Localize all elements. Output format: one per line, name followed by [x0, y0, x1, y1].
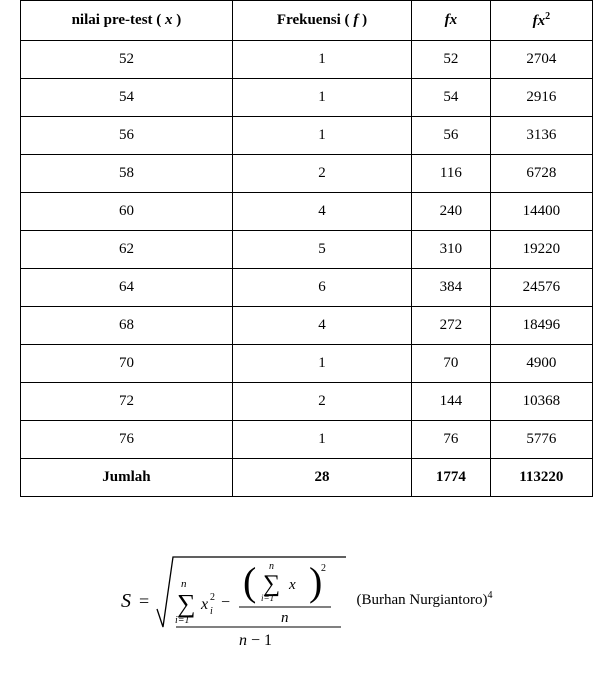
- table-cell: 56: [21, 117, 233, 155]
- x2: x: [288, 577, 296, 593]
- footer-val-1: 1774: [412, 459, 491, 497]
- table-cell: 5: [232, 231, 411, 269]
- table-row: 541542916: [21, 79, 593, 117]
- col-header-var: x: [165, 12, 173, 28]
- table-cell: 52: [412, 41, 491, 79]
- table-cell: 5776: [490, 421, 592, 459]
- col-header-text2: ): [173, 12, 182, 28]
- table-row: 64638424576: [21, 269, 593, 307]
- table-cell: 70: [412, 345, 491, 383]
- table-cell: 144: [412, 383, 491, 421]
- col-header-sup: 2: [545, 11, 550, 22]
- table-row: 62531019220: [21, 231, 593, 269]
- table-cell: 60: [21, 193, 233, 231]
- table-cell: 240: [412, 193, 491, 231]
- formula-minus1: − 1: [251, 632, 272, 649]
- col-header-text: Frekuensi (: [277, 12, 353, 28]
- table-row: 60424014400: [21, 193, 593, 231]
- formula-svg-holder: S = n − 1 n ∑ i=1 x i 2: [121, 537, 351, 662]
- table-cell: 272: [412, 307, 491, 345]
- table-row: 521522704: [21, 41, 593, 79]
- table-cell: 2: [232, 383, 411, 421]
- table-cell: 64: [21, 269, 233, 307]
- table-row: 5821166728: [21, 155, 593, 193]
- table-cell: 62: [21, 231, 233, 269]
- table-cell: 24576: [490, 269, 592, 307]
- data-table: nilai pre-test ( x ) Frekuensi ( f ) fx …: [20, 0, 593, 497]
- table-cell: 1: [232, 117, 411, 155]
- formula-line: S = n − 1 n ∑ i=1 x i 2: [121, 537, 493, 662]
- table-cell: 56: [412, 117, 491, 155]
- table-cell: 1: [232, 79, 411, 117]
- lparen-icon: (: [243, 559, 256, 604]
- table-footer-row: Jumlah 28 1774 113220: [21, 459, 593, 497]
- col-header-text2: ): [358, 12, 367, 28]
- x1: x: [200, 596, 208, 613]
- table-row: 72214410368: [21, 383, 593, 421]
- table-row: 701704900: [21, 345, 593, 383]
- formula-S: S: [121, 590, 131, 612]
- table-row: 68427218496: [21, 307, 593, 345]
- table-cell: 310: [412, 231, 491, 269]
- table-cell: 19220: [490, 231, 592, 269]
- minus-center: −: [221, 594, 230, 611]
- table-cell: 52: [21, 41, 233, 79]
- table-cell: 14400: [490, 193, 592, 231]
- sum2-lower: i=1: [261, 593, 274, 603]
- citation: (Burhan Nurgiantoro)4: [357, 590, 493, 609]
- table-row: 561563136: [21, 117, 593, 155]
- table-header-row: nilai pre-test ( x ) Frekuensi ( f ) fx …: [21, 1, 593, 41]
- citation-text: (Burhan Nurgiantoro): [357, 592, 488, 608]
- table-cell: 54: [412, 79, 491, 117]
- table-cell: 76: [412, 421, 491, 459]
- table-cell: 54: [21, 79, 233, 117]
- outer-sq: 2: [321, 563, 326, 574]
- col-header-var: fx: [445, 12, 458, 28]
- table-cell: 58: [21, 155, 233, 193]
- table-cell: 116: [412, 155, 491, 193]
- table-cell: 4: [232, 307, 411, 345]
- table-cell: 76: [21, 421, 233, 459]
- inner-denom-n: n: [281, 610, 289, 626]
- table-body: 5215227045415429165615631365821166728604…: [21, 41, 593, 459]
- footer-label: Jumlah: [21, 459, 233, 497]
- table-cell: 1: [232, 345, 411, 383]
- table-cell: 70: [21, 345, 233, 383]
- formula-eq: =: [139, 591, 149, 611]
- table-cell: 10368: [490, 383, 592, 421]
- table-cell: 6: [232, 269, 411, 307]
- table-cell: 1: [232, 421, 411, 459]
- col-header-var: fx: [533, 13, 546, 29]
- table-cell: 72: [21, 383, 233, 421]
- table-cell: 2: [232, 155, 411, 193]
- col-header-text: nilai pre-test (: [72, 12, 165, 28]
- table-cell: 384: [412, 269, 491, 307]
- citation-footnote: 4: [487, 590, 492, 601]
- sum1-lower: i=1: [175, 615, 190, 626]
- formula-svg: S = n − 1 n ∑ i=1 x i 2: [121, 537, 351, 657]
- footer-val-0: 28: [232, 459, 411, 497]
- table-cell: 18496: [490, 307, 592, 345]
- col-header-freq: Frekuensi ( f ): [232, 1, 411, 41]
- footer-val-2: 113220: [490, 459, 592, 497]
- x1-sub: i: [210, 606, 213, 617]
- x1-sup: 2: [210, 592, 215, 603]
- table-cell: 2704: [490, 41, 592, 79]
- table-cell: 4: [232, 193, 411, 231]
- table-row: 761765776: [21, 421, 593, 459]
- table-cell: 68: [21, 307, 233, 345]
- table-cell: 3136: [490, 117, 592, 155]
- col-header-fx: fx: [412, 1, 491, 41]
- table-cell: 2916: [490, 79, 592, 117]
- sigma1-icon: ∑: [177, 589, 196, 618]
- col-header-pretest: nilai pre-test ( x ): [21, 1, 233, 41]
- page: nilai pre-test ( x ) Frekuensi ( f ) fx …: [0, 0, 613, 682]
- table-cell: 4900: [490, 345, 592, 383]
- formula-n1: n: [239, 632, 247, 649]
- formula-block: S = n − 1 n ∑ i=1 x i 2: [20, 537, 593, 662]
- col-header-fx2: fx2: [490, 1, 592, 41]
- table-cell: 1: [232, 41, 411, 79]
- table-cell: 6728: [490, 155, 592, 193]
